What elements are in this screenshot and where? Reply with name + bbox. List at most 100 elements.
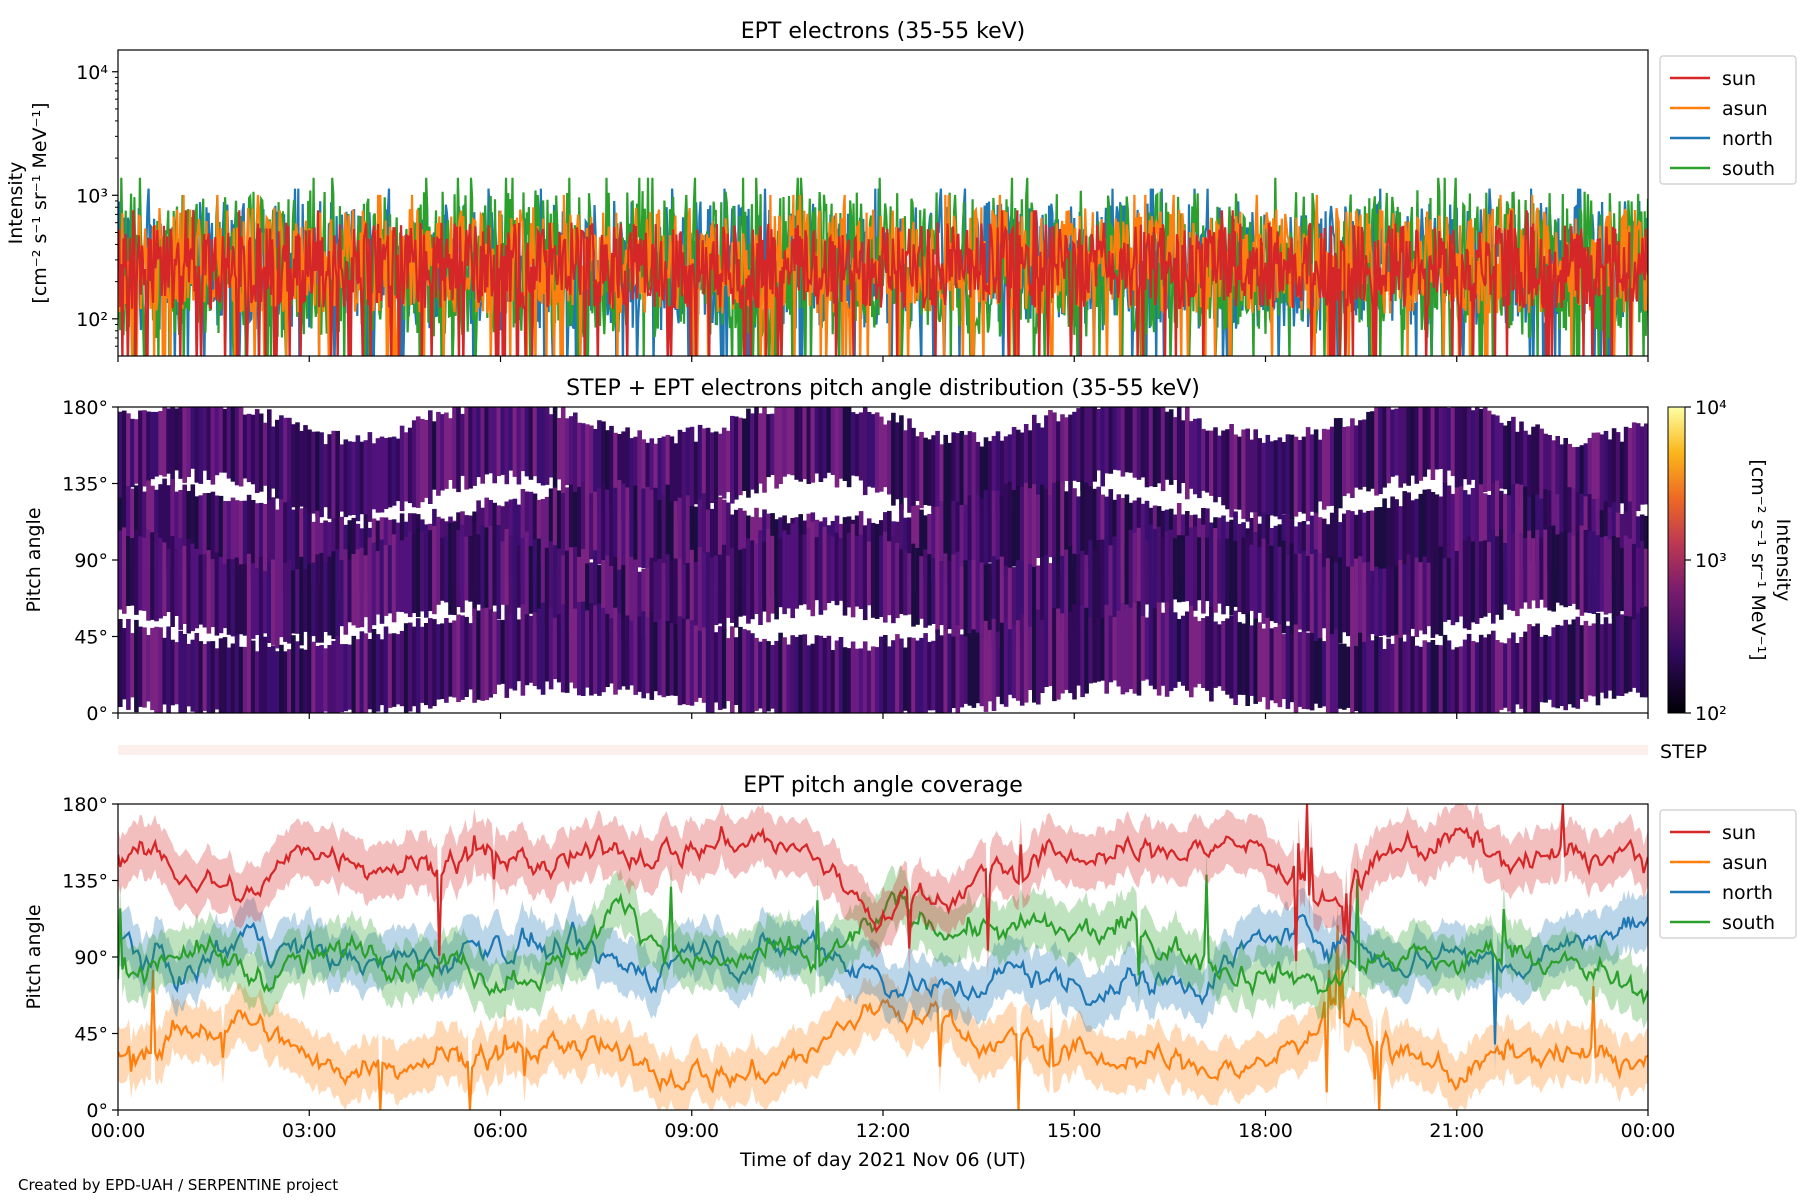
- heatmap-cell: [182, 407, 187, 483]
- heatmap-cell: [1426, 562, 1432, 627]
- heatmap-cell: [1032, 484, 1037, 569]
- x-axis: [117, 356, 1649, 362]
- heatmap-cell: [379, 436, 385, 513]
- heatmap-cell: [1350, 418, 1355, 498]
- heatmap-cell: [1531, 494, 1536, 563]
- heatmap-cell: [262, 636, 268, 713]
- heatmap-cell: [126, 413, 131, 496]
- heatmap-cell: [939, 561, 944, 626]
- heatmap-cell: [879, 416, 884, 492]
- heatmap-cell: [1225, 538, 1230, 606]
- heatmap-cell: [850, 641, 856, 713]
- heatmap-cell: [874, 647, 880, 713]
- heatmap-cell: [1611, 535, 1617, 619]
- heatmap-cell: [343, 644, 349, 712]
- legend-box: [1659, 809, 1797, 939]
- heatmap-cell: [593, 550, 598, 645]
- heatmap-cell: [1036, 494, 1041, 558]
- heatmap-cell: [528, 615, 534, 683]
- heatmap-cell: [850, 412, 856, 476]
- heatmap-cell: [778, 538, 783, 608]
- heatmap-cell: [1201, 524, 1206, 614]
- heatmap-cell: [830, 536, 836, 601]
- heatmap-cell: [1217, 624, 1222, 687]
- heatmap-cell: [774, 640, 779, 713]
- heatmap-cell: [1499, 490, 1504, 562]
- heatmap-cell: [1639, 607, 1645, 698]
- heatmap-cell: [883, 635, 888, 713]
- heatmap-cell: [500, 541, 506, 605]
- heatmap-cell: [814, 635, 820, 713]
- heatmap-cell: [1112, 499, 1118, 566]
- panel3-legend: sun asun north south: [1659, 809, 1797, 939]
- heatmap-cell: [1430, 407, 1436, 480]
- heatmap-cell: [246, 636, 252, 713]
- heatmap-cell: [681, 431, 687, 520]
- heatmap-cell: [730, 626, 735, 713]
- heatmap-cell: [1486, 634, 1492, 713]
- heatmap-cell: [339, 560, 344, 627]
- heatmap-cell: [589, 493, 594, 560]
- heatmap-cell: [460, 524, 465, 613]
- x-tick-label: 15:00: [1047, 1120, 1102, 1142]
- heatmap-cell: [1539, 636, 1544, 703]
- heatmap-cell: [1048, 410, 1053, 502]
- heatmap-cell: [1446, 407, 1452, 471]
- heatmap-cell: [967, 495, 973, 577]
- heatmap-cell: [1462, 490, 1468, 566]
- heatmap-cell: [1044, 624, 1049, 687]
- heatmap-cell: [814, 537, 820, 601]
- heatmap-cell: [705, 427, 711, 511]
- heatmap-cell: [1120, 602, 1126, 695]
- heatmap-cell: [758, 413, 763, 484]
- heatmap-cell: [774, 407, 779, 489]
- heatmap-cell: [754, 543, 759, 614]
- heatmap-cell: [754, 637, 759, 711]
- heatmap-cell: [798, 407, 803, 482]
- heatmap-cell: [488, 525, 493, 616]
- heatmap-cell: [198, 641, 204, 713]
- heatmap-cell: [1623, 615, 1629, 694]
- heatmap-cell: [355, 549, 361, 628]
- heatmap-cell: [456, 530, 461, 607]
- heatmap-cell: [1019, 613, 1025, 706]
- heatmap-cell: [1358, 509, 1363, 588]
- heatmap-cell: [444, 412, 449, 489]
- heatmap-cell: [577, 486, 582, 568]
- heatmap-cell: [697, 630, 703, 698]
- heatmap-cell: [452, 407, 457, 489]
- heatmap-cell: [701, 553, 707, 635]
- heatmap-cell: [464, 407, 469, 490]
- heatmap-cell: [1072, 604, 1077, 700]
- footer-credit: Created by EPD-UAH / SERPENTINE project: [18, 1176, 339, 1194]
- heatmap-cell: [1527, 624, 1532, 713]
- heatmap-cell: [1164, 531, 1170, 608]
- heatmap-cell: [1434, 550, 1440, 635]
- heatmap-cell: [395, 438, 401, 502]
- heatmap-cell: [335, 635, 340, 713]
- heatmap-cell: [415, 528, 421, 617]
- heatmap-cell: [1338, 418, 1343, 509]
- heatmap-cell: [548, 414, 554, 478]
- heatmap-cell: [1193, 526, 1198, 611]
- heatmap-cell: [1482, 407, 1488, 493]
- heatmap-cell: [1434, 494, 1440, 569]
- heatmap-cell: [134, 619, 139, 713]
- heatmap-cell: [1104, 407, 1109, 474]
- heatmap-cell: [1346, 566, 1351, 637]
- heatmap-cell: [947, 442, 952, 512]
- heatmap-cell: [1587, 625, 1593, 696]
- heatmap-cell: [573, 608, 578, 689]
- heatmap-cell: [1454, 551, 1460, 623]
- heatmap-cell: [919, 431, 924, 509]
- heatmap-cell: [1321, 641, 1327, 707]
- heatmap-cell: [560, 493, 566, 565]
- heatmap-cell: [931, 435, 936, 513]
- heatmap-cell: [472, 608, 477, 703]
- heatmap-cell: [854, 648, 860, 713]
- heatmap-cell: [975, 441, 981, 514]
- heatmap-cell: [532, 612, 538, 686]
- heatmap-cell: [1474, 642, 1480, 713]
- heatmap-cell: [649, 490, 655, 569]
- heatmap-cell: [1180, 420, 1186, 483]
